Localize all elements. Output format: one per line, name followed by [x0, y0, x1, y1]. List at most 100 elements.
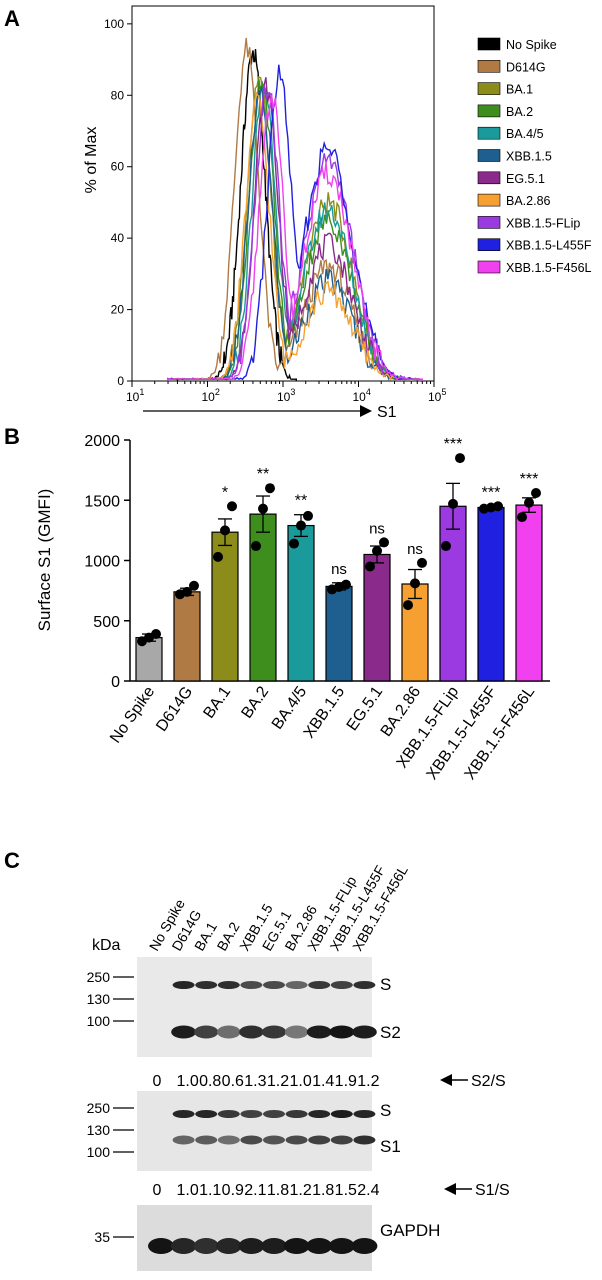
blot-band	[308, 1110, 331, 1118]
legend-entry: XBB.1.5	[506, 150, 552, 164]
blot-band	[285, 1110, 308, 1118]
ratio-s1-arrow-icon	[444, 1183, 456, 1195]
panel-label-c: C	[4, 848, 20, 873]
blot-band	[329, 1025, 355, 1039]
legend-swatch	[477, 37, 501, 51]
ratio-row-s1: 0 1.0 1.1 0.9 2.1 1.8 1.2 1.8 1.5 2.4	[153, 1182, 380, 1199]
blot-band	[172, 1110, 195, 1118]
data-point	[493, 501, 503, 512]
blot-band	[172, 1135, 195, 1145]
legend-entry: BA.4/5	[506, 127, 544, 141]
blot-band	[353, 981, 376, 989]
ratio-s2-value: 1.3	[244, 1073, 266, 1090]
blot-band	[216, 1238, 242, 1254]
blot-bottom-membrane	[137, 1205, 372, 1271]
ratio-s1-value: 1.2	[289, 1182, 311, 1199]
legend-swatch	[477, 104, 501, 118]
ratio-s2-value: 1.4	[312, 1073, 334, 1090]
blot-band	[217, 1110, 240, 1118]
bar-y-axis-label: Surface S1 (GMFI)	[35, 489, 54, 632]
histogram-y-tick-label: 20	[111, 303, 125, 317]
data-point	[303, 510, 313, 521]
blot-band	[148, 1238, 174, 1254]
lane-label: BA.2	[214, 919, 243, 953]
data-point	[265, 483, 275, 494]
histogram-y-tick-label: 60	[111, 160, 125, 174]
data-point	[379, 537, 389, 548]
blot-band	[217, 1135, 240, 1145]
blot-band	[284, 1025, 309, 1039]
histogram-x-tick-label: 103	[277, 387, 295, 404]
histogram-y-ticks: 0 20 40 60 80 100	[104, 17, 132, 388]
data-point	[251, 541, 261, 552]
blot-band	[328, 1238, 355, 1254]
band-label-s-top: S	[380, 975, 391, 994]
legend-swatch	[477, 149, 501, 162]
blot-band	[283, 1238, 310, 1254]
mw-marker-label: 130	[87, 991, 111, 1007]
ratio-s1-value: 1.0	[176, 1182, 198, 1199]
band-label-s2: S2	[380, 1023, 401, 1042]
legend-entry: No Spike	[506, 38, 557, 52]
western-blot-panel: kDa No SpikeD614GBA.1BA.2XBB.1.5EG.5.1BA…	[87, 862, 510, 1271]
bar-y-ticks: 0 500 1000 1500 2000	[84, 433, 130, 691]
ratio-s1-value: 2.1	[244, 1182, 266, 1199]
mw-marker-label: 100	[87, 1144, 111, 1160]
histogram-y-tick-label: 0	[117, 374, 124, 388]
legend-entry: XBB.1.5-L455F	[506, 239, 592, 253]
blot-band	[194, 1025, 219, 1039]
data-point	[441, 541, 451, 552]
s1-arrow-head-icon	[360, 405, 372, 417]
data-point	[258, 503, 268, 514]
bar-y-tick-label: 1000	[84, 554, 120, 571]
data-point	[403, 600, 413, 611]
data-point	[220, 525, 230, 536]
band-label-gapdh: GAPDH	[380, 1221, 440, 1240]
bar	[249, 513, 277, 682]
bar-category-label: XBB.1.5-F456L	[462, 683, 539, 782]
legend-entry: EG.5.1	[506, 172, 545, 186]
legend-entry: BA.2	[506, 105, 533, 119]
blot-band	[308, 981, 331, 989]
data-point	[189, 580, 199, 591]
legend-entry: BA.2.86	[506, 194, 551, 208]
significance-label: ***	[444, 436, 463, 453]
panel-label-b: B	[4, 424, 20, 449]
legend-swatch	[477, 238, 501, 251]
ratio-s1-value: 1.1	[199, 1182, 221, 1199]
mw-marker-label: 250	[87, 1100, 111, 1116]
mw-marker-label: 100	[87, 1013, 111, 1029]
legend-swatch	[477, 216, 501, 229]
ratio-s1-value: 1.5	[335, 1182, 357, 1199]
blot-band	[285, 981, 308, 989]
ratio-s1-label: S1/S	[475, 1182, 510, 1199]
legend-swatch	[477, 59, 501, 73]
bar-category-label: No Spike	[107, 683, 158, 746]
significance-label: ns	[331, 561, 347, 578]
ratio-s2-value: 1.2	[357, 1073, 379, 1090]
significance-label: ***	[482, 484, 501, 501]
significance-label: *	[222, 484, 228, 501]
band-label-s-mid: S	[380, 1101, 391, 1120]
blot-band	[240, 1135, 263, 1145]
histogram-x-tick-label: 101	[126, 387, 144, 404]
blot-band	[353, 1110, 376, 1118]
legend-entry: XBB.1.5-F456L	[506, 261, 592, 275]
significance-label: ns	[407, 541, 423, 558]
blot-band	[195, 1135, 218, 1145]
bar-category-label: BA.1	[200, 683, 234, 721]
data-point	[417, 557, 427, 568]
blot-band	[353, 1135, 376, 1145]
bar	[477, 506, 505, 682]
data-point	[341, 579, 351, 590]
histogram-y-tick-label: 40	[111, 231, 125, 245]
histogram-legend: No Spike D614G BA.1 BA.2 BA.4/5 XBB.1.5 EG.5.1…	[477, 37, 592, 275]
bar-y-tick-label: 0	[111, 674, 120, 691]
blot-band	[330, 981, 353, 989]
bar	[363, 553, 391, 682]
blot-band	[261, 1025, 287, 1039]
significance-label: **	[295, 493, 307, 510]
